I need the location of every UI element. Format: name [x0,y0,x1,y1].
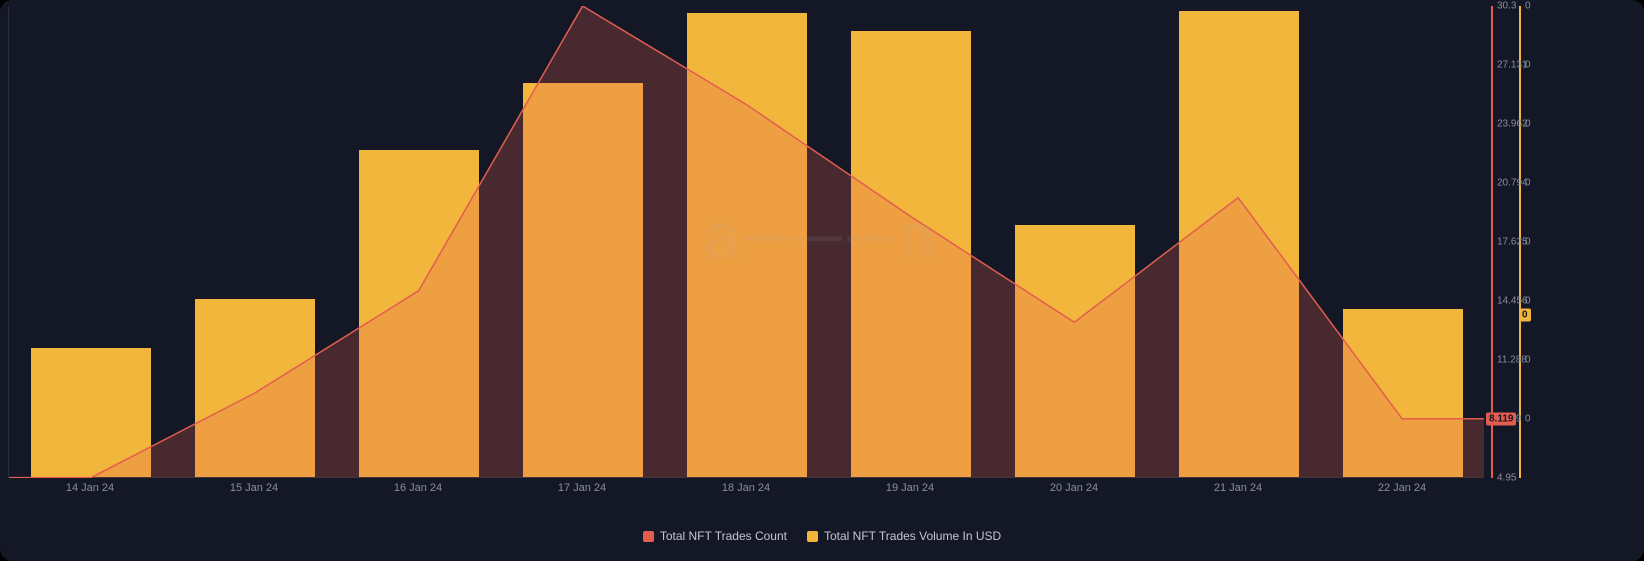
x-axis-labels: 14 Jan 24 15 Jan 24 16 Jan 24 17 Jan 24 18 J… [8,482,1484,498]
x-axis-label: 18 Jan 24 [722,482,770,494]
legend-item-count[interactable]: Total NFT Trades Count [643,529,787,543]
bar[interactable] [1015,225,1135,477]
y-right-tick: 0 [1525,355,1531,366]
x-axis-label: 15 Jan 24 [230,482,278,494]
legend-item-volume[interactable]: Total NFT Trades Volume In USD [807,529,1001,543]
bar[interactable] [1343,309,1463,477]
y-right-tick: 0 [1525,178,1531,189]
x-axis-label: 19 Jan 24 [886,482,934,494]
y-left-tick: 4.95 [1497,473,1516,484]
y-left-tick: 20.794 [1497,178,1528,189]
bar[interactable] [359,150,479,477]
nft-trades-chart: a───n 14 Jan 2415 Jan 2416 Jan 2417 Jan … [0,0,1644,561]
x-axis-label: 17 Jan 24 [558,482,606,494]
y-right-tick: 0 [1525,414,1531,425]
x-axis-label: 21 Jan 24 [1214,482,1262,494]
y-right-tick: 0 [1525,119,1531,130]
bar[interactable] [195,299,315,477]
x-axis-label: 14 Jan 24 [66,482,114,494]
y-right-tick: 0 [1525,60,1531,71]
x-axis-label: 22 Jan 24 [1378,482,1426,494]
bar[interactable] [687,13,807,477]
y-left-tick: 27.131 [1497,60,1528,71]
legend-swatch-count [643,531,654,542]
legend-swatch-volume [807,531,818,542]
y-right-tick: 0 [1525,296,1531,307]
y-right-tick: 0 [1525,1,1531,12]
y-right-current-badge: 0 [1519,309,1531,322]
y-left-current-badge: 8.119 [1486,412,1516,425]
plot-area [8,6,1484,478]
y-axis-left [1491,6,1493,478]
legend: Total NFT Trades Count Total NFT Trades … [0,529,1644,543]
y-left-tick: 14.456 [1497,296,1528,307]
bar[interactable] [31,348,151,477]
legend-label-count: Total NFT Trades Count [660,529,787,543]
bar[interactable] [851,31,971,477]
y-left-tick: 23.962 [1497,119,1528,130]
y-left-tick: 30.3 [1497,1,1516,12]
legend-label-volume: Total NFT Trades Volume In USD [824,529,1001,543]
bar[interactable] [523,83,643,477]
x-axis-label: 16 Jan 24 [394,482,442,494]
x-axis-label: 20 Jan 24 [1050,482,1098,494]
bar[interactable] [1179,11,1299,477]
y-left-tick: 17.625 [1497,237,1528,248]
y-right-tick: 0 [1525,237,1531,248]
y-left-tick: 11.288 [1497,355,1527,366]
